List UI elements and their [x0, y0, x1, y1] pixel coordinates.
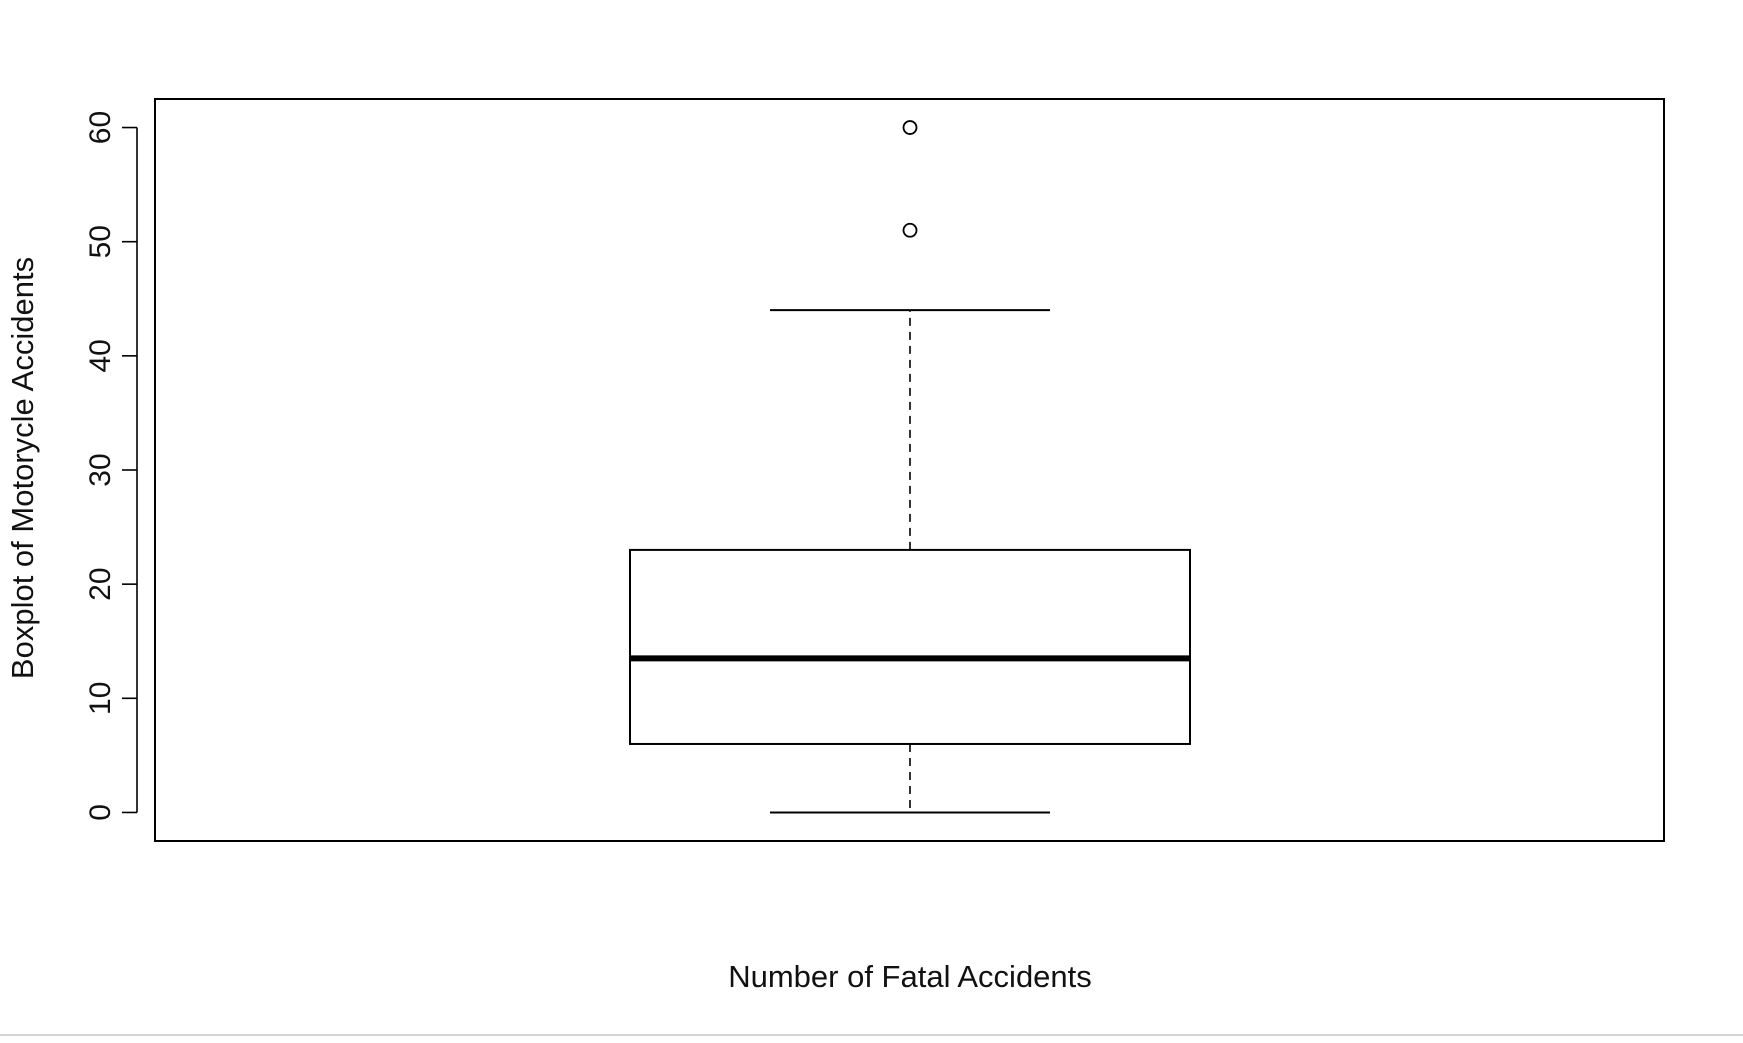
outlier-point	[902, 222, 918, 238]
interquartile-box	[629, 548, 1191, 745]
y-tick-label: 10	[84, 682, 117, 715]
x-axis-label: Number of Fatal Accidents	[728, 959, 1092, 994]
box-group	[629, 120, 1191, 814]
y-tick-label: 30	[84, 453, 117, 486]
outlier-point	[902, 120, 918, 135]
y-tick-label: 20	[84, 567, 117, 600]
bottom-divider	[0, 1034, 1743, 1036]
y-axis: 0 10 20 30 40 50 60	[84, 111, 138, 821]
y-axis-label: Boxplot of Motorycle Accidents	[5, 257, 40, 679]
y-tick-label: 0	[84, 804, 117, 821]
y-tick-label: 50	[84, 225, 117, 258]
y-tick-label: 60	[84, 111, 117, 144]
plot-frame	[154, 98, 1665, 842]
y-tick-label: 40	[84, 339, 117, 372]
